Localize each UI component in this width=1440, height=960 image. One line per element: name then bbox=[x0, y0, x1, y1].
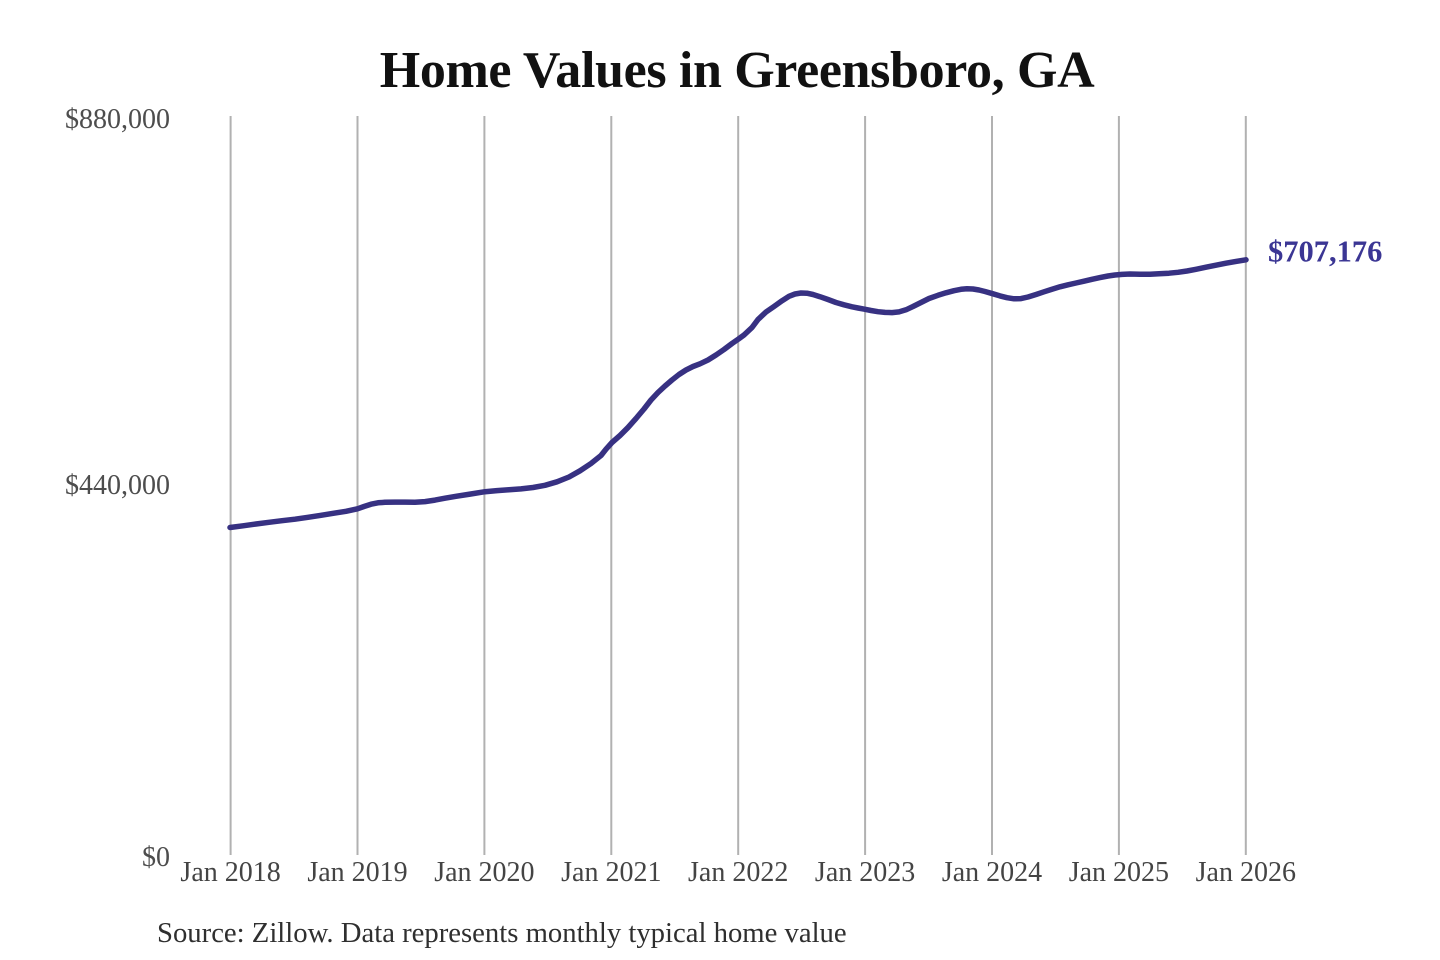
svg-text:$440,000: $440,000 bbox=[65, 470, 170, 501]
svg-text:Jan 2023: Jan 2023 bbox=[815, 857, 915, 888]
svg-text:Jan 2025: Jan 2025 bbox=[1069, 857, 1169, 888]
svg-text:Jan 2021: Jan 2021 bbox=[561, 857, 661, 888]
svg-text:Jan 2020: Jan 2020 bbox=[434, 857, 534, 888]
svg-text:$880,000: $880,000 bbox=[65, 104, 170, 135]
svg-text:Home Values in Greensboro, GA: Home Values in Greensboro, GA bbox=[380, 42, 1095, 99]
svg-text:Jan 2022: Jan 2022 bbox=[688, 857, 788, 888]
svg-text:Jan 2026: Jan 2026 bbox=[1196, 857, 1296, 888]
svg-text:Source: Zillow. Data represent: Source: Zillow. Data represents monthly … bbox=[157, 917, 847, 949]
svg-text:Jan 2019: Jan 2019 bbox=[307, 857, 407, 888]
svg-text:Jan 2024: Jan 2024 bbox=[942, 857, 1042, 888]
svg-text:Jan 2018: Jan 2018 bbox=[180, 857, 280, 888]
svg-text:$707,176: $707,176 bbox=[1268, 235, 1382, 269]
svg-text:$0: $0 bbox=[142, 842, 170, 873]
